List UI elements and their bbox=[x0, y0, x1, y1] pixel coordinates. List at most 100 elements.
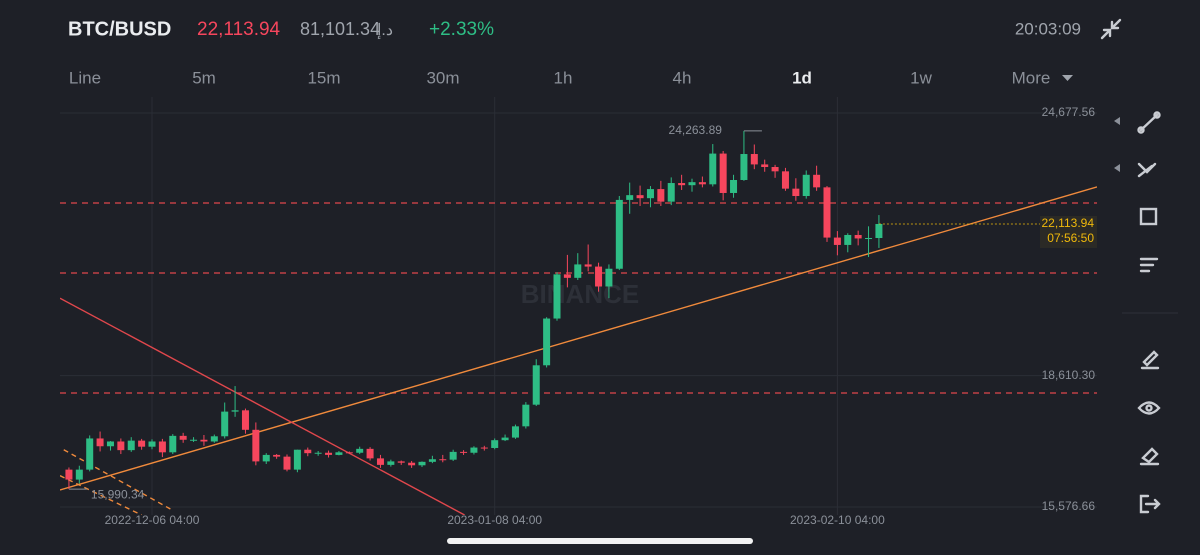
candle-body bbox=[563, 274, 571, 278]
candle-body bbox=[418, 461, 426, 466]
candle-body bbox=[210, 436, 218, 442]
candle-body bbox=[875, 223, 883, 239]
candle-body bbox=[719, 153, 727, 193]
labels: 24,677.56 18,610.30 15,576.66 2022-12-06 04… bbox=[68, 105, 1097, 527]
candle-body bbox=[345, 452, 353, 454]
candle-body bbox=[127, 440, 135, 451]
candle-body bbox=[750, 154, 758, 165]
candle-body bbox=[532, 365, 540, 405]
candle-body bbox=[730, 179, 738, 193]
multiline-tool[interactable] bbox=[1137, 162, 1157, 178]
candle-body bbox=[231, 410, 239, 412]
candle-body bbox=[106, 441, 114, 447]
candle-body bbox=[646, 189, 654, 199]
candle-body bbox=[376, 458, 384, 465]
x-tick-label: 2023-02-10 04:00 bbox=[790, 513, 885, 527]
last-price-label: 22,113.94 bbox=[1042, 216, 1095, 230]
candle-body bbox=[314, 452, 322, 454]
erase-tool[interactable] bbox=[1139, 447, 1160, 466]
candle-body bbox=[449, 451, 457, 460]
candle-body bbox=[428, 459, 436, 462]
collapse-icon[interactable] bbox=[1100, 18, 1122, 40]
trendline-tool[interactable] bbox=[1137, 111, 1161, 134]
x-tick-label: 2022-12-06 04:00 bbox=[105, 513, 200, 527]
toolbar-caret bbox=[1114, 117, 1120, 172]
candle-body bbox=[667, 183, 675, 202]
candle-body bbox=[781, 171, 789, 189]
candle-body bbox=[511, 426, 519, 438]
tab[interactable]: 1d bbox=[792, 68, 812, 87]
candle-body bbox=[501, 437, 509, 441]
candle-body bbox=[480, 447, 488, 449]
candle-body bbox=[179, 435, 187, 440]
candle-body bbox=[460, 451, 468, 453]
grid bbox=[60, 97, 1097, 515]
candle-body bbox=[595, 266, 603, 287]
candle-body bbox=[605, 268, 613, 287]
y-tick-label: 18,610.30 bbox=[1042, 368, 1096, 382]
candle-body bbox=[148, 441, 156, 447]
last-price-box bbox=[1040, 215, 1097, 248]
candle-body bbox=[96, 438, 104, 447]
candle-body bbox=[470, 447, 478, 453]
candle-body bbox=[117, 441, 125, 451]
exit-tool[interactable] bbox=[1139, 494, 1161, 514]
candle-body bbox=[771, 167, 779, 172]
candle-body bbox=[854, 234, 862, 239]
more-caret bbox=[1062, 75, 1073, 81]
candle-body bbox=[252, 429, 260, 462]
shape-tool[interactable] bbox=[1139, 207, 1158, 226]
edit-tool[interactable] bbox=[1140, 350, 1160, 370]
candle-body bbox=[678, 183, 686, 186]
candle-body bbox=[356, 448, 364, 453]
candle-body bbox=[844, 234, 852, 245]
candle-body bbox=[657, 189, 665, 202]
trend-line bbox=[60, 297, 465, 515]
candle-body bbox=[823, 187, 831, 238]
candle-body bbox=[543, 318, 551, 366]
fiat: 81,101.34 bbox=[300, 19, 380, 39]
candle-body bbox=[200, 439, 208, 442]
candle-body bbox=[397, 461, 405, 463]
candle-body bbox=[802, 174, 810, 197]
tab[interactable]: Line bbox=[69, 68, 101, 87]
candle-body bbox=[740, 154, 748, 180]
candle-body bbox=[293, 449, 301, 470]
candle-body bbox=[615, 199, 623, 269]
candle-body bbox=[491, 440, 499, 448]
candle-body bbox=[813, 174, 821, 188]
fib-tool[interactable] bbox=[1139, 257, 1159, 273]
candle-body bbox=[636, 195, 644, 199]
candle-body bbox=[241, 410, 249, 430]
candle-body bbox=[169, 435, 177, 453]
tab[interactable]: 1w bbox=[910, 68, 932, 87]
candle-body bbox=[865, 238, 873, 240]
candle-body bbox=[325, 452, 333, 455]
candle-body bbox=[761, 164, 769, 168]
candle-body bbox=[387, 461, 395, 465]
tab[interactable]: 1h bbox=[554, 68, 573, 87]
candles bbox=[65, 130, 883, 490]
trend-line bbox=[60, 475, 142, 515]
candle-body bbox=[335, 452, 343, 455]
trend-line bbox=[63, 449, 174, 511]
candle-body bbox=[792, 188, 800, 197]
pair: BTC/BUSD bbox=[68, 18, 171, 40]
candle-body bbox=[574, 264, 582, 278]
candle-body bbox=[75, 469, 83, 480]
candle-body bbox=[584, 264, 592, 267]
candle-body bbox=[138, 440, 146, 447]
candle-body bbox=[709, 153, 717, 185]
tab[interactable]: 4h bbox=[673, 68, 692, 87]
tab[interactable]: 30m bbox=[426, 68, 459, 87]
visibility-tool[interactable] bbox=[1137, 401, 1161, 415]
candle-body bbox=[698, 182, 706, 185]
candle-body bbox=[221, 411, 229, 437]
tab[interactable]: 5m bbox=[192, 68, 216, 87]
candle-body bbox=[833, 237, 841, 245]
annotation: 24,263.89 bbox=[669, 123, 723, 137]
tab[interactable]: More bbox=[1012, 68, 1051, 87]
tab[interactable]: 15m bbox=[307, 68, 340, 87]
annotation: 15,990.34 bbox=[91, 487, 145, 501]
